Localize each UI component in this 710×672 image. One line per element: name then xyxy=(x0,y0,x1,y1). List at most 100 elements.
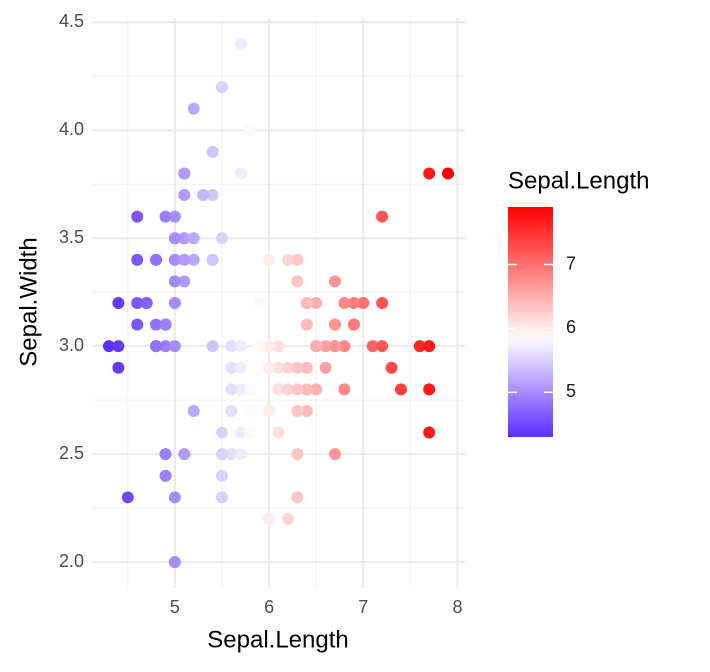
point xyxy=(263,361,276,374)
point xyxy=(234,426,247,439)
point xyxy=(291,253,304,266)
point xyxy=(300,361,313,374)
colorbar-label: 6 xyxy=(566,317,576,337)
point xyxy=(225,361,238,374)
point xyxy=(215,469,228,482)
point xyxy=(234,167,247,180)
point xyxy=(329,448,342,461)
point xyxy=(168,297,181,309)
point xyxy=(300,297,313,309)
point xyxy=(357,297,370,309)
point xyxy=(178,232,191,245)
point xyxy=(197,189,210,202)
point xyxy=(310,340,323,353)
point xyxy=(423,167,436,180)
point xyxy=(102,340,115,353)
point xyxy=(131,297,144,309)
colorbar xyxy=(508,207,553,437)
point xyxy=(178,448,191,461)
x-tick-label: 8 xyxy=(452,597,462,617)
point xyxy=(159,469,172,482)
legend-title: Sepal.Length xyxy=(508,167,649,194)
point xyxy=(272,383,285,396)
point xyxy=(234,361,247,374)
point xyxy=(338,297,351,309)
point xyxy=(423,426,436,439)
point xyxy=(366,340,379,353)
point xyxy=(140,297,153,309)
point xyxy=(131,210,144,223)
point xyxy=(263,253,276,266)
point xyxy=(272,426,285,439)
point xyxy=(291,404,304,417)
point xyxy=(281,253,294,266)
point xyxy=(319,361,332,374)
point xyxy=(225,340,238,353)
point xyxy=(413,340,426,353)
point xyxy=(244,383,257,396)
point xyxy=(206,253,219,266)
point xyxy=(244,426,257,439)
colorbar-label: 7 xyxy=(566,253,576,273)
y-axis-title: Sepal.Width xyxy=(15,237,42,366)
point xyxy=(187,102,200,115)
y-tick-label: 3.0 xyxy=(59,335,84,355)
y-tick-label: 3.5 xyxy=(59,227,84,247)
point xyxy=(272,340,285,353)
point xyxy=(442,167,455,180)
point xyxy=(131,253,144,266)
point xyxy=(329,275,342,288)
point xyxy=(423,383,436,396)
point xyxy=(112,361,125,374)
point xyxy=(225,448,238,461)
point xyxy=(225,383,238,396)
point xyxy=(168,232,181,245)
point xyxy=(150,318,163,331)
point xyxy=(376,210,389,223)
point xyxy=(244,404,257,417)
y-tick-label: 2.0 xyxy=(59,551,84,571)
point xyxy=(244,124,257,137)
point xyxy=(150,253,163,266)
point xyxy=(150,340,163,353)
point xyxy=(187,253,200,266)
point xyxy=(215,448,228,461)
point xyxy=(347,297,360,309)
point xyxy=(121,491,134,504)
point xyxy=(253,340,266,353)
point xyxy=(423,340,436,353)
point xyxy=(225,404,238,417)
point xyxy=(300,404,313,417)
point xyxy=(178,253,191,266)
point xyxy=(234,37,247,50)
point xyxy=(338,340,351,353)
point xyxy=(253,297,266,309)
point xyxy=(281,512,294,525)
x-axis-title: Sepal.Length xyxy=(207,626,348,653)
point xyxy=(263,340,276,353)
point xyxy=(112,297,125,309)
point xyxy=(347,318,360,331)
point xyxy=(310,297,323,309)
point xyxy=(329,340,342,353)
point xyxy=(215,426,228,439)
point xyxy=(187,404,200,417)
y-tick-label: 4.5 xyxy=(59,11,84,31)
point xyxy=(234,383,247,396)
point xyxy=(215,232,228,245)
point xyxy=(291,361,304,374)
point xyxy=(159,210,172,223)
point xyxy=(206,145,219,158)
point xyxy=(385,361,398,374)
point xyxy=(112,340,125,353)
point xyxy=(159,340,172,353)
point xyxy=(376,340,389,353)
point xyxy=(291,275,304,288)
point xyxy=(291,448,304,461)
point xyxy=(168,210,181,223)
point xyxy=(329,318,342,331)
point xyxy=(159,448,172,461)
point xyxy=(168,253,181,266)
point xyxy=(291,383,304,396)
